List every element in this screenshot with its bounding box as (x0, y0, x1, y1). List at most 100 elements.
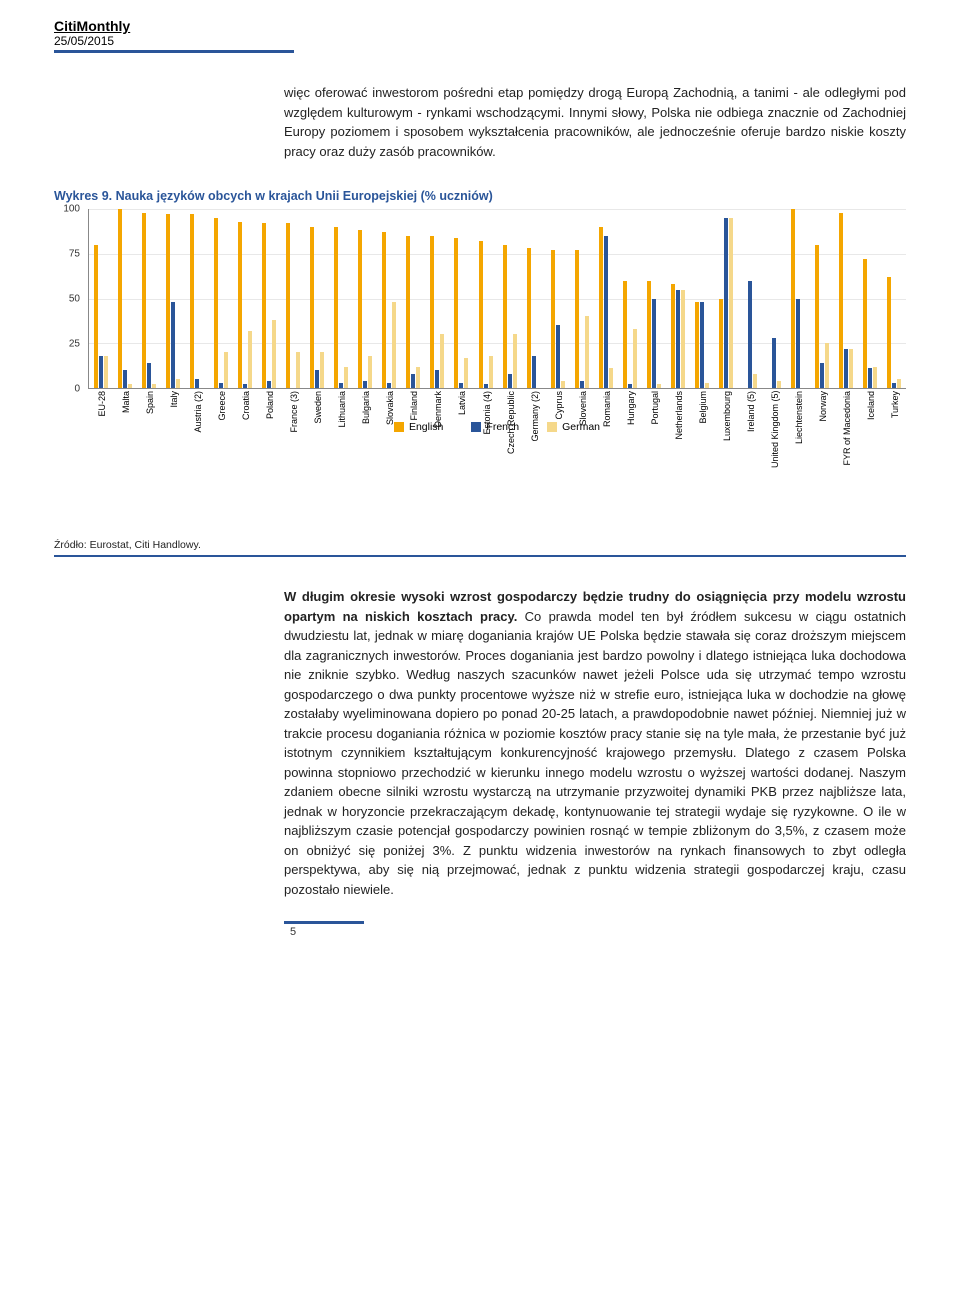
country-group: Luxembourg (714, 209, 738, 388)
chart-bar (695, 302, 699, 388)
chart-bars: EU-28MaltaSpainItalyAustria (2)GreeceCro… (89, 209, 906, 388)
legend-label: English (409, 421, 443, 433)
country-group: Ireland (5) (738, 209, 762, 388)
country-group: France (3) (281, 209, 305, 388)
chart-bar (820, 363, 824, 388)
chart-bar (652, 299, 656, 389)
country-group: EU-28 (89, 209, 113, 388)
chart-bar (772, 338, 776, 388)
chart-bar (142, 213, 146, 388)
chart-bar (676, 290, 680, 388)
chart-bar (796, 299, 800, 389)
country-group: Latvia (449, 209, 473, 388)
chart-legend: English French German (88, 421, 906, 433)
chart-bar (724, 218, 728, 388)
chart-bar (104, 356, 108, 388)
country-group: Germany (2) (522, 209, 546, 388)
publication-date: 25/05/2015 (54, 34, 906, 48)
chart-bar (195, 379, 199, 388)
chart-bar (815, 245, 819, 388)
body-paragraph-1: więc oferować inwestorom pośredni etap p… (284, 83, 906, 161)
country-group: Liechtenstein (786, 209, 810, 388)
chart-bar (238, 222, 242, 388)
chart-bar (791, 209, 795, 388)
chart-bar (599, 227, 603, 388)
page-number: 5 (290, 926, 906, 938)
chart-bar (406, 236, 410, 388)
chart-bar (176, 379, 180, 388)
chart-source: Źródło: Eurostat, Citi Handlowy. (54, 539, 906, 551)
chart-bar (296, 352, 300, 388)
country-group: Lithuania (329, 209, 353, 388)
page-header: CitiMonthly 25/05/2015 (54, 18, 906, 53)
y-tick: 75 (69, 249, 80, 260)
chart-bar (839, 213, 843, 388)
chart-bar (609, 368, 613, 388)
chart-bar (440, 334, 444, 388)
legend-swatch (471, 422, 481, 432)
country-group: Poland (257, 209, 281, 388)
chart-bar (897, 379, 901, 388)
chart-bar (190, 214, 194, 388)
country-group: Greece (209, 209, 233, 388)
y-tick: 25 (69, 339, 80, 350)
country-group: Malta (113, 209, 137, 388)
chart-bar (671, 284, 675, 388)
country-group: Iceland (858, 209, 882, 388)
chart-bar (147, 363, 151, 388)
chart-bar (513, 334, 517, 388)
chart-bar (171, 302, 175, 388)
chart-bar (868, 368, 872, 388)
footer-rule (284, 921, 364, 924)
chart-bar (248, 331, 252, 388)
chart-bar (363, 381, 367, 388)
chart-bar (623, 281, 627, 388)
y-tick: 0 (74, 384, 80, 395)
country-group: Spain (137, 209, 161, 388)
country-group: Hungary (618, 209, 642, 388)
chart-bar (681, 290, 685, 388)
chart-bar (700, 302, 704, 388)
chart-bar (320, 352, 324, 388)
chart-bar (647, 281, 651, 388)
country-group: Slovenia (570, 209, 594, 388)
country-group: Croatia (233, 209, 257, 388)
chart-bar (214, 218, 218, 388)
legend-label: German (562, 421, 600, 433)
chart-bar (435, 370, 439, 388)
legend-swatch (394, 422, 404, 432)
chart-bar (863, 259, 867, 388)
chart-bar (344, 367, 348, 388)
chart-bar (123, 370, 127, 388)
chart-bar (430, 236, 434, 388)
chart-bar (719, 299, 723, 389)
chart-bar (844, 349, 848, 388)
chart-bar (416, 367, 420, 388)
chart-bar (551, 250, 555, 388)
source-rule (54, 555, 906, 557)
country-group: Denmark (425, 209, 449, 388)
chart-bar (585, 316, 589, 388)
legend-swatch (547, 422, 557, 432)
chart-bar (310, 227, 314, 388)
chart-bar (753, 374, 757, 388)
chart-bar (272, 320, 276, 388)
country-group: Romania (594, 209, 618, 388)
country-group: Austria (2) (185, 209, 209, 388)
chart-bar (411, 374, 415, 388)
country-group: Bulgaria (353, 209, 377, 388)
chart-bar (166, 214, 170, 388)
chart-bar (748, 281, 752, 388)
y-tick: 100 (63, 204, 80, 215)
country-group: FYR of Macedonia (834, 209, 858, 388)
chart-bar (561, 381, 565, 388)
chart-bar (358, 230, 362, 388)
legend-label: French (486, 421, 519, 433)
chart-bar (267, 381, 271, 388)
chart-bar (633, 329, 637, 388)
country-group: Estonia (4) (474, 209, 498, 388)
chart-bar (873, 367, 877, 388)
para2-rest: Co prawda model ten był źródłem sukcesu … (284, 609, 906, 897)
chart-bar (527, 248, 531, 388)
chart-plot-area: EU-28MaltaSpainItalyAustria (2)GreeceCro… (88, 209, 906, 389)
